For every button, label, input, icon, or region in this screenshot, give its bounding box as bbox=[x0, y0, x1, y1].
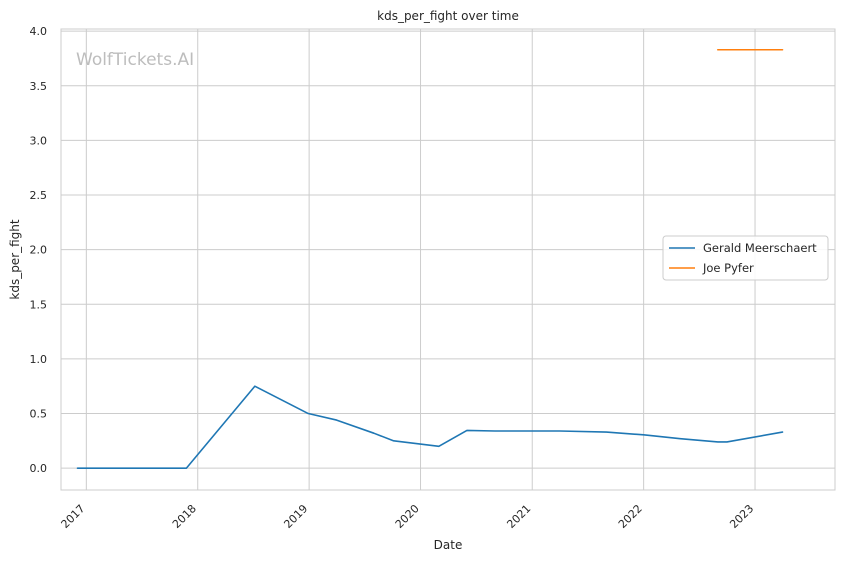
y-tick-label-3.5: 3.5 bbox=[30, 80, 48, 93]
x-tick-label-2019: 2019 bbox=[281, 502, 310, 531]
x-axis-ticks: 2017 2018 2019 2020 2021 2022 2023 bbox=[59, 502, 757, 531]
watermark: WolfTickets.AI bbox=[76, 50, 194, 70]
y-axis-title: kds_per_fight bbox=[8, 219, 22, 300]
series-line-gerald-meerschaert bbox=[76, 385, 784, 469]
x-tick-label-2023: 2023 bbox=[727, 502, 756, 531]
y-axis-ticks: 0.0 0.5 1.0 1.5 2.0 2.5 3.0 3.5 4.0 bbox=[30, 25, 48, 475]
x-tick-label-2022: 2022 bbox=[616, 502, 645, 531]
legend-label-gerald-meerschaert: Gerald Meerschaert bbox=[703, 241, 817, 255]
y-tick-label-1.0: 1.0 bbox=[30, 353, 48, 366]
y-tick-label-1.5: 1.5 bbox=[30, 298, 48, 311]
x-tick-label-2018: 2018 bbox=[170, 502, 199, 531]
y-tick-label-4.0: 4.0 bbox=[30, 25, 48, 38]
x-axis-title: Date bbox=[434, 538, 463, 552]
grid bbox=[61, 29, 835, 490]
y-tick-label-3.0: 3.0 bbox=[30, 134, 48, 147]
x-tick-label-2020: 2020 bbox=[393, 502, 422, 531]
legend-label-joe-pyfer: Joe Pyfer bbox=[702, 261, 754, 275]
legend-box bbox=[662, 235, 829, 281]
series-layer bbox=[76, 48, 784, 469]
x-tick-label-2021: 2021 bbox=[504, 502, 533, 531]
y-tick-label-0.5: 0.5 bbox=[30, 408, 48, 421]
x-tick-label-2017: 2017 bbox=[59, 502, 88, 531]
y-tick-label-2.5: 2.5 bbox=[30, 189, 48, 202]
y-tick-label-2.0: 2.0 bbox=[30, 244, 48, 257]
y-tick-label-0.0: 0.0 bbox=[30, 462, 48, 475]
legend: Gerald Meerschaert Joe Pyfer bbox=[662, 235, 829, 281]
chart-title: kds_per_fight over time bbox=[377, 9, 519, 23]
